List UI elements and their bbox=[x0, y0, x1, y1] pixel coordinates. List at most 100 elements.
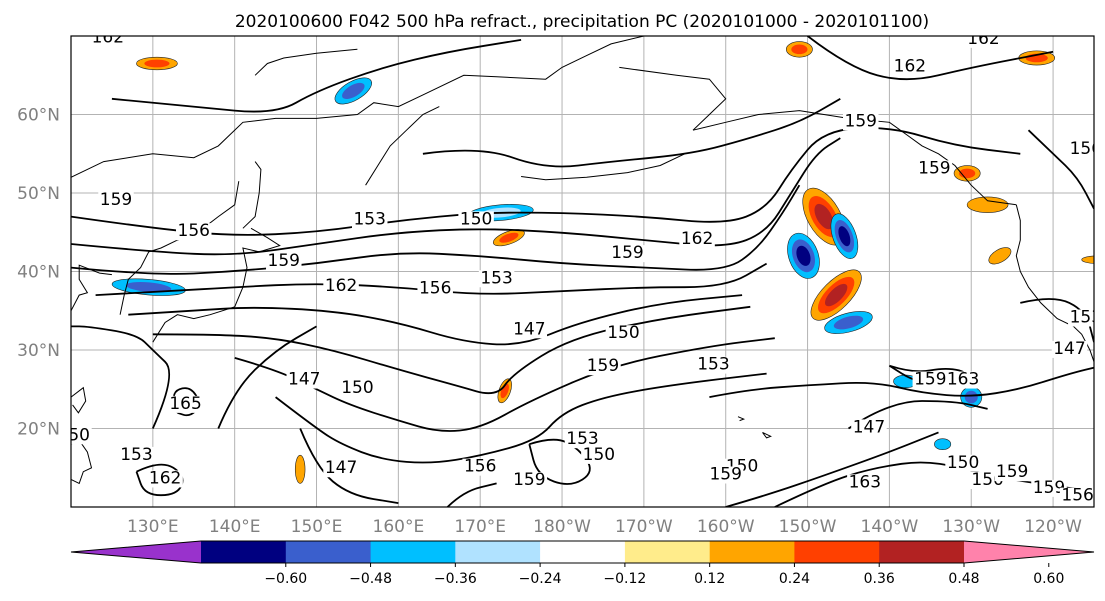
contour-label-bg-10 bbox=[679, 231, 715, 249]
colorbar-bin-8 bbox=[879, 541, 965, 563]
contour-label-20: 147 bbox=[288, 370, 320, 390]
precip-bin-3-2 bbox=[824, 283, 848, 307]
colorbar-extend-low bbox=[71, 541, 201, 563]
coastline-5 bbox=[71, 264, 112, 312]
contour-label-5: 159 bbox=[918, 158, 950, 178]
precip-area-19 bbox=[1081, 255, 1094, 264]
contour-line-15 bbox=[725, 431, 939, 507]
lon-tick-label-6: 170°W bbox=[615, 517, 673, 537]
contour-label-bg-40 bbox=[1031, 479, 1067, 497]
precip-bin-8-1 bbox=[342, 82, 365, 99]
lat-tick-label-4: 60°N bbox=[17, 106, 60, 126]
contour-label-bg-21 bbox=[339, 380, 376, 398]
lat-tick-label-1: 30°N bbox=[17, 341, 60, 361]
contour-label-37: 150 bbox=[947, 453, 979, 473]
contour-line-19 bbox=[1027, 129, 1094, 210]
contour-label-bg-28 bbox=[323, 460, 359, 478]
coastline-8 bbox=[692, 110, 1017, 206]
lon-tick-label-5: 180°W bbox=[533, 517, 591, 537]
contour-label-bg-14 bbox=[417, 280, 453, 298]
contour-label-35: 162 bbox=[149, 468, 181, 488]
contour-line-4 bbox=[128, 294, 743, 346]
contour-label-bg-25 bbox=[851, 419, 887, 437]
colorbar-bin-6 bbox=[709, 541, 795, 563]
contour-label-30: 159 bbox=[513, 470, 545, 490]
contour-label-40: 159 bbox=[1033, 478, 1065, 498]
contour-label-12: 159 bbox=[268, 251, 300, 271]
colorbar-tick-label-0: −0.60 bbox=[264, 571, 307, 587]
map-border bbox=[70, 35, 1095, 508]
contour-line-7 bbox=[275, 372, 767, 464]
contour-label-bg-4 bbox=[1068, 140, 1094, 158]
contour-label-bg-43 bbox=[1068, 309, 1094, 327]
lon-tick-label-9: 140°W bbox=[861, 517, 919, 537]
contour-label-bg-15 bbox=[478, 270, 515, 288]
colorbar-tick-label-5: 0.12 bbox=[694, 571, 725, 587]
colorbar-tick-label-7: 0.36 bbox=[864, 571, 895, 587]
graticule-grid bbox=[71, 36, 1094, 507]
colorbar-bin-1 bbox=[285, 541, 372, 563]
contour-label-26: 153 bbox=[566, 429, 598, 449]
precip-bin-13-0 bbox=[294, 454, 306, 484]
colorbar-tick-label-3: −0.24 bbox=[519, 571, 562, 587]
precip-bin-17-0 bbox=[966, 196, 1009, 213]
contour-label-bg-32 bbox=[707, 466, 744, 484]
precip-bin-5-1 bbox=[126, 282, 172, 293]
lon-tick-label-10: 130°W bbox=[942, 517, 1000, 537]
precip-area-9 bbox=[785, 41, 813, 58]
precip-area-11 bbox=[953, 165, 981, 182]
contour-label-bg-36 bbox=[847, 474, 883, 492]
contour-label-bg-17 bbox=[605, 325, 642, 343]
contour-label-0: 162 bbox=[92, 27, 124, 47]
coastline-6 bbox=[71, 386, 87, 414]
refractivity-contours bbox=[71, 36, 1094, 507]
contour-label-bg-11 bbox=[609, 245, 646, 263]
coastline-14 bbox=[737, 416, 746, 422]
colorbar: −0.60 −0.48 −0.36 −0.24 −0.12 0.12 0.24 0.36 0.4… bbox=[70, 540, 1095, 587]
contour-line-2 bbox=[71, 184, 801, 275]
precip-bin-7-1 bbox=[499, 232, 519, 243]
precip-bin-0-2 bbox=[814, 203, 834, 230]
contour-label-8: 153 bbox=[353, 209, 385, 229]
contour-line-16 bbox=[422, 98, 841, 168]
colorbar-tick-label-2: −0.36 bbox=[434, 571, 477, 587]
lon-tick-label-8: 150°W bbox=[779, 517, 837, 537]
contour-line-5 bbox=[152, 305, 751, 395]
precip-area-2 bbox=[830, 213, 859, 259]
contour-label-4: 156 bbox=[1070, 139, 1102, 159]
contour-line-6 bbox=[234, 337, 775, 432]
contour-label-27: 150 bbox=[583, 445, 615, 465]
contour-label-24: 163 bbox=[947, 370, 979, 390]
contour-label-bg-8 bbox=[351, 211, 388, 229]
chart-title: 2020100600 F042 500 hPa refract., precip… bbox=[235, 12, 929, 32]
contour-label-41: 156 bbox=[1061, 486, 1093, 506]
coastline-10 bbox=[521, 153, 686, 181]
contour-label-bg-35 bbox=[147, 470, 183, 488]
contour-label-bg-37 bbox=[945, 454, 981, 472]
coastline-15 bbox=[254, 48, 358, 76]
lon-tick-label-7: 160°W bbox=[697, 517, 755, 537]
precip-area-4 bbox=[824, 311, 873, 334]
contour-line-1 bbox=[71, 137, 841, 256]
contour-line-9 bbox=[172, 387, 200, 417]
contour-label-34: 50 bbox=[68, 425, 90, 445]
precip-area-8 bbox=[334, 77, 372, 105]
contour-label-bg-27 bbox=[581, 446, 617, 464]
contour-label-2: 162 bbox=[894, 56, 926, 76]
colorbar-tick-label-6: 0.24 bbox=[779, 571, 810, 587]
colorbar-bin-3 bbox=[455, 541, 541, 563]
contour-label-bg-24 bbox=[945, 371, 981, 389]
coastline-1 bbox=[365, 106, 440, 186]
lon-tick-label-4: 170°E bbox=[454, 517, 506, 537]
latitude-tick-labels: 20°N 30°N 40°N 50°N 60°N bbox=[17, 106, 60, 440]
lon-tick-label-3: 160°E bbox=[373, 517, 425, 537]
contour-label-11: 159 bbox=[611, 243, 643, 263]
contour-line-13 bbox=[847, 400, 988, 430]
contour-label-bg-39 bbox=[994, 464, 1030, 482]
coastlines bbox=[71, 36, 1094, 485]
contour-label-3: 159 bbox=[845, 111, 877, 131]
precip-bin-15-1 bbox=[964, 390, 978, 404]
lat-tick-label-0: 20°N bbox=[17, 420, 60, 440]
lat-tick-label-2: 40°N bbox=[17, 263, 60, 283]
